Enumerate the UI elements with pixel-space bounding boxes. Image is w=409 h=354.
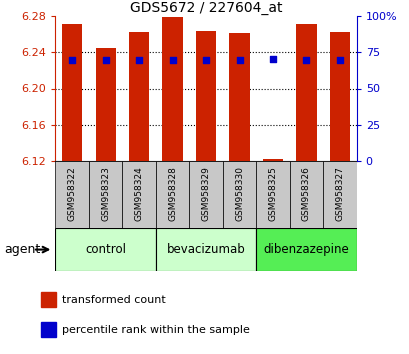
Point — [202, 58, 209, 63]
Point — [336, 58, 342, 63]
Text: GSM958327: GSM958327 — [335, 166, 344, 221]
Bar — [196, 32, 216, 161]
Text: dibenzazepine: dibenzazepine — [263, 243, 348, 256]
Text: bevacizumab: bevacizumab — [166, 243, 245, 256]
Point — [69, 58, 75, 63]
Bar — [229, 33, 249, 161]
Bar — [41, 292, 56, 307]
Bar — [55, 161, 89, 228]
Bar — [162, 17, 182, 161]
Text: GSM958325: GSM958325 — [268, 166, 277, 221]
Bar — [262, 159, 282, 161]
Bar — [222, 161, 256, 228]
Bar — [155, 228, 256, 271]
Point — [169, 58, 175, 63]
Bar — [62, 24, 82, 161]
Bar — [329, 32, 349, 161]
Text: transformed count: transformed count — [62, 295, 166, 305]
Bar — [55, 228, 155, 271]
Text: GSM958328: GSM958328 — [168, 166, 177, 221]
Bar — [189, 161, 222, 228]
Point — [236, 58, 242, 63]
Point — [302, 58, 309, 63]
Bar — [89, 161, 122, 228]
Title: GDS5672 / 227604_at: GDS5672 / 227604_at — [130, 1, 281, 15]
Text: GSM958324: GSM958324 — [134, 166, 143, 221]
Bar — [41, 322, 56, 337]
Text: GSM958329: GSM958329 — [201, 166, 210, 221]
Point — [102, 58, 109, 63]
Bar — [289, 161, 322, 228]
Bar — [155, 161, 189, 228]
Text: GSM958326: GSM958326 — [301, 166, 310, 221]
Text: percentile rank within the sample: percentile rank within the sample — [62, 325, 249, 335]
Bar — [296, 24, 316, 161]
Bar — [256, 228, 356, 271]
Text: agent: agent — [4, 243, 40, 256]
Text: control: control — [85, 243, 126, 256]
Bar — [95, 48, 115, 161]
Text: GSM958323: GSM958323 — [101, 166, 110, 221]
Bar — [122, 161, 155, 228]
Bar — [129, 32, 149, 161]
Text: GSM958330: GSM958330 — [234, 166, 243, 222]
Text: GSM958322: GSM958322 — [67, 166, 76, 221]
Bar — [256, 161, 289, 228]
Point — [269, 57, 276, 62]
Bar — [322, 161, 356, 228]
Point — [135, 58, 142, 63]
